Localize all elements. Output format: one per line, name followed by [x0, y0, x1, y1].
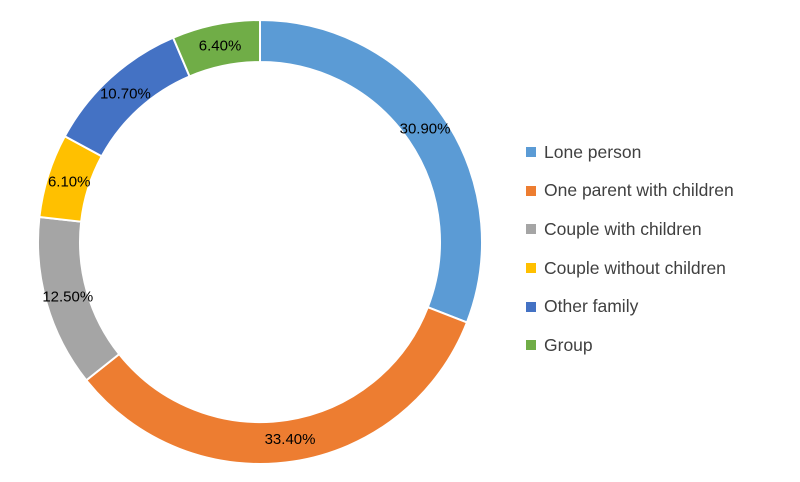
slice-group — [171, 18, 261, 78]
slice-label-couple-without-children: 6.10% — [48, 173, 91, 190]
legend-item-couple-with-children: Couple with children — [526, 210, 734, 249]
legend-item-group: Group — [526, 326, 734, 365]
legend-label: Other family — [544, 296, 639, 317]
legend-label: Lone person — [544, 141, 642, 162]
slice-labels: 30.90% 33.40% 12.50% 6.10% 10.70% 6.40% — [42, 38, 450, 449]
legend-label: One parent with children — [544, 180, 734, 201]
slice-label-couple-with-children: 12.50% — [42, 289, 93, 306]
slice-label-group: 6.40% — [199, 38, 242, 55]
slice-lone-person — [259, 18, 483, 324]
slice-label-one-parent-with-children: 33.40% — [265, 431, 316, 448]
legend-item-lone-person: Lone person — [526, 133, 734, 172]
legend-item-one-parent-with-children: One parent with children — [526, 172, 734, 211]
slice-label-other-family: 10.70% — [100, 86, 151, 103]
legend-swatch — [526, 263, 536, 274]
legend-label: Group — [544, 334, 593, 355]
legend-swatch — [526, 224, 536, 235]
legend-item-other-family: Other family — [526, 287, 734, 326]
donut-slices — [37, 18, 483, 465]
slice-label-lone-person: 30.90% — [400, 121, 451, 138]
legend-swatch — [526, 185, 536, 196]
legend-item-couple-without-children: Couple without children — [526, 249, 734, 288]
legend-swatch — [526, 340, 536, 351]
legend-swatch — [526, 147, 536, 158]
chart-legend: Lone person One parent with children Coupl… — [526, 133, 734, 365]
legend-swatch — [526, 301, 536, 312]
legend-label: Couple without children — [544, 257, 726, 278]
legend-label: Couple with children — [544, 218, 702, 239]
